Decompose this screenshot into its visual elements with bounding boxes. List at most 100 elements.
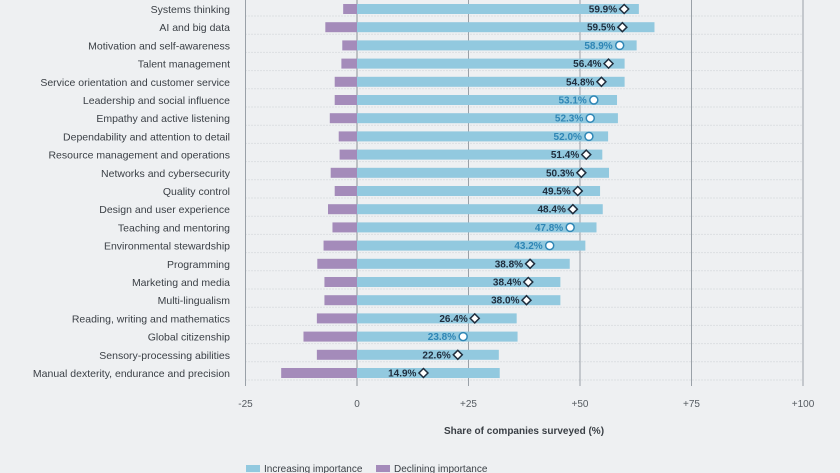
net-marker	[522, 276, 534, 288]
net-marker	[417, 367, 430, 379]
bar-increasing	[357, 222, 597, 233]
bar-declining	[334, 95, 357, 105]
bar-declining	[316, 313, 357, 324]
bar-increasing	[357, 295, 561, 306]
value-label: 50.3%	[546, 168, 574, 179]
bar-declining	[328, 204, 357, 215]
net-marker	[618, 3, 630, 15]
value-label: 59.9%	[589, 5, 617, 16]
value-label: 22.6%	[422, 350, 450, 361]
value-label: 38.8%	[495, 259, 523, 270]
value-label: 48.4%	[538, 205, 566, 216]
category-label: AI and big data	[159, 22, 230, 34]
category-label: Leadership and social influence	[83, 95, 230, 107]
value-label: 52.0%	[554, 132, 582, 143]
value-label: 26.4%	[439, 314, 467, 325]
category-labels: Systems thinking AI and big data Motivatio…	[33, 4, 231, 380]
net-marker	[575, 167, 587, 179]
bar-increasing	[357, 204, 603, 215]
value-label: 56.4%	[573, 59, 601, 70]
bar-declining	[324, 277, 357, 287]
bar-declining	[323, 240, 357, 251]
bar-declining	[341, 58, 357, 69]
value-label: 58.9%	[584, 41, 612, 52]
bar-increasing	[357, 95, 618, 105]
category-label: Teaching and mentoring	[118, 222, 230, 234]
x-axis-title: Share of companies surveyed (%)	[444, 426, 604, 437]
value-label: 53.1%	[558, 96, 586, 107]
bar-declining	[281, 368, 357, 378]
category-label: Sensory-processing abilities	[99, 350, 230, 362]
category-label: Environmental stewardship	[104, 241, 230, 253]
category-label: Resource management and operations	[48, 150, 230, 162]
value-label: 54.8%	[566, 77, 594, 88]
net-marker	[524, 258, 536, 270]
category-label: Service orientation and customer service	[40, 77, 230, 89]
legend-label-declining: Declining importance	[394, 464, 488, 473]
net-marker	[589, 95, 599, 105]
bar-increasing	[357, 186, 601, 196]
bar-increasing	[357, 40, 637, 51]
value-label: 14.9%	[388, 369, 416, 380]
bar-increasing	[357, 4, 639, 14]
category-label: Motivation and self-awareness	[88, 40, 230, 52]
bar-increasing	[357, 349, 499, 360]
bar-declining	[339, 149, 357, 160]
value-label: 23.8%	[428, 332, 456, 343]
bar-increasing	[357, 76, 625, 87]
net-marker	[595, 76, 607, 88]
bar-declining	[316, 349, 357, 360]
category-label: Manual dexterity, endurance and precisio…	[33, 368, 230, 380]
legend-label-increasing: Increasing importance	[264, 464, 363, 473]
category-label: Reading, writing and mathematics	[72, 313, 230, 325]
bar-declining	[334, 186, 357, 196]
category-label: Marketing and media	[132, 277, 230, 289]
legend: Increasing importance Declining importan…	[246, 464, 488, 473]
bar-declining	[342, 40, 357, 51]
value-label: 43.2%	[514, 241, 542, 252]
x-tick-label: +50	[572, 399, 589, 410]
net-marker	[584, 131, 594, 142]
value-label: 49.5%	[542, 187, 570, 198]
bar-increasing	[357, 331, 518, 342]
bar-declining	[332, 222, 357, 233]
bar-declining	[324, 295, 357, 306]
category-label: Systems thinking	[151, 4, 231, 16]
category-label: Global citizenship	[148, 332, 230, 344]
value-label: 52.3%	[555, 114, 583, 125]
net-marker	[544, 240, 555, 251]
x-tick-label: 0	[354, 399, 360, 410]
bar-increasing	[357, 277, 561, 287]
value-label: 51.4%	[551, 150, 579, 161]
category-label: Networks and cybersecurity	[101, 168, 231, 180]
bar-declining	[329, 113, 357, 124]
bar-declining	[325, 22, 357, 33]
net-marker	[616, 21, 628, 33]
bar-declining	[343, 4, 357, 14]
net-marker	[580, 149, 592, 161]
category-label: Design and user experience	[99, 204, 230, 216]
category-label: Dependability and attention to detail	[63, 131, 230, 143]
value-label: 59.5%	[587, 23, 615, 34]
bar-increasing	[357, 240, 586, 251]
net-marker	[602, 58, 615, 70]
net-marker	[520, 294, 533, 306]
bar-declining	[317, 258, 357, 269]
x-tick-label: +25	[460, 399, 477, 410]
category-label: Programming	[167, 259, 230, 271]
value-label: 38.0%	[491, 296, 519, 307]
category-label: Multi-lingualism	[158, 295, 231, 307]
bar-increasing	[357, 149, 603, 160]
net-marker	[452, 349, 464, 361]
net-markers	[417, 3, 630, 379]
value-labels: 59.9% 59.5% 58.9% 56.4% 54.8% 53.1% 52.3% 52.0%…	[388, 5, 617, 380]
bar-increasing	[357, 131, 609, 142]
value-label: 38.4%	[493, 278, 521, 289]
net-marker	[585, 113, 596, 123]
net-marker	[458, 331, 468, 342]
bar-declining	[330, 167, 357, 178]
bar-declining	[303, 331, 357, 342]
bar-increasing	[357, 58, 625, 69]
bar-declining	[334, 76, 357, 87]
